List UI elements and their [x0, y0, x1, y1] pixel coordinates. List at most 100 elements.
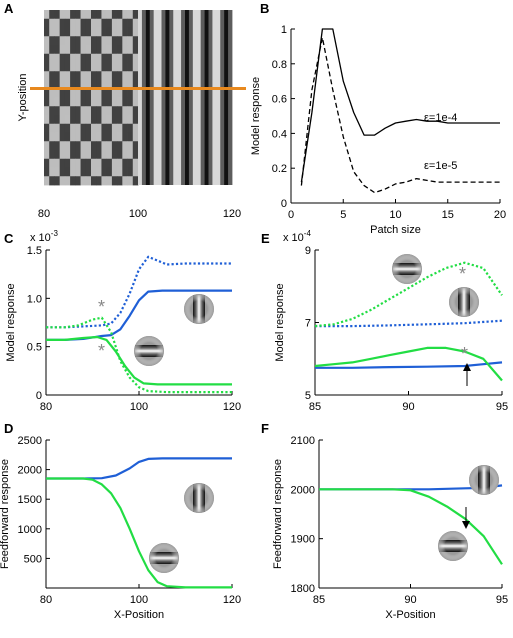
plaid-cell — [132, 132, 139, 142]
plaid-cell — [59, 27, 66, 37]
plaid-cell — [117, 158, 123, 168]
plaid-cell — [85, 141, 92, 151]
y-tick-label: 9 — [305, 245, 311, 257]
plaid-cell — [80, 80, 87, 90]
plaid-cell — [127, 158, 134, 168]
plaid-cell — [75, 36, 81, 46]
plaid-cell — [132, 45, 139, 55]
plaid-cell — [70, 45, 76, 55]
plaid-cell — [106, 150, 113, 160]
plaid-cell — [91, 18, 97, 28]
plaid-cell — [117, 53, 123, 63]
plaid-cell — [75, 97, 81, 107]
plaid-cell — [106, 97, 113, 107]
y-axis-label: Y-position — [17, 74, 29, 122]
plaid-cell — [96, 18, 102, 28]
plaid-cell — [122, 176, 128, 186]
plaid-cell — [91, 167, 97, 177]
plaid-cell — [44, 115, 50, 125]
plaid-cell — [80, 167, 87, 177]
series-line-blue-solid — [315, 361, 503, 369]
plaid-cell — [106, 18, 113, 28]
plaid-cell — [132, 10, 139, 20]
y-tick-label: 5 — [305, 390, 311, 402]
grating-stripe — [157, 10, 162, 185]
plaid-cell — [117, 115, 123, 125]
plaid-cell — [91, 115, 97, 125]
vertical-grating-patch-icon — [449, 287, 479, 317]
plaid-cell — [127, 115, 134, 125]
grating-stripe — [169, 10, 174, 185]
plaid-cell — [96, 97, 102, 107]
plaid-cell — [49, 141, 55, 151]
x-axis-label: X-Position — [114, 609, 164, 621]
plaid-cell — [117, 18, 123, 28]
x-tick-label: 120 — [223, 401, 241, 413]
plaid-cell — [59, 123, 66, 133]
plaid-cell — [111, 88, 118, 98]
plaid-cell — [127, 132, 134, 142]
arrow-e-head — [463, 363, 471, 371]
plaid-cell — [70, 10, 76, 20]
horizontal-grating-patch-icon — [149, 543, 179, 573]
plaid-cell — [91, 36, 97, 46]
y-tick-label: 0.2 — [272, 163, 287, 175]
plaid-cell — [122, 27, 128, 37]
plaid-cell — [64, 36, 71, 46]
x-tick-label: 120 — [223, 594, 241, 606]
plaid-cell — [75, 150, 81, 160]
plaid-cell — [75, 176, 81, 186]
grating-stripe — [204, 10, 209, 185]
asterisk-c-lower: * — [98, 341, 105, 361]
plaid-cell — [44, 150, 50, 160]
plaid-cell — [49, 158, 55, 168]
plaid-cell — [49, 88, 55, 98]
plaid-cell — [132, 123, 139, 133]
plaid-cell — [59, 132, 66, 142]
plaid-cell — [80, 97, 87, 107]
plaid-cell — [117, 88, 123, 98]
plaid-cell — [91, 158, 97, 168]
plaid-cell — [132, 53, 139, 63]
plaid-cell — [49, 80, 55, 90]
plaid-cell — [132, 36, 139, 46]
plaid-cell — [91, 176, 97, 186]
horizontal-grating-patch-icon — [392, 254, 422, 284]
plaid-cell — [80, 10, 87, 20]
plaid-cell — [132, 141, 139, 151]
plaid-cell — [59, 141, 66, 151]
plaid-cell — [132, 106, 139, 116]
series-line-black-solid — [300, 28, 500, 183]
plaid-cell — [44, 132, 50, 142]
plaid-cell — [132, 18, 139, 28]
plaid-cell — [117, 106, 123, 116]
plaid-cell — [64, 88, 71, 98]
grating-stripe — [208, 10, 213, 185]
plaid-cell — [117, 80, 123, 90]
panel-d-series — [46, 457, 232, 589]
plaid-cell — [122, 71, 128, 81]
panel-label-c: C — [4, 231, 14, 246]
plaid-cell — [96, 62, 102, 72]
plaid-cell — [64, 62, 71, 72]
y-tick-label: 0.8 — [272, 59, 287, 71]
plaid-cell — [96, 167, 102, 177]
plaid-cell — [91, 27, 97, 37]
plaid-cell — [111, 71, 118, 81]
vertical-grating-patch-icon — [469, 465, 499, 495]
plaid-cell — [85, 18, 92, 28]
plaid-cell — [122, 123, 128, 133]
plaid-cell — [85, 97, 92, 107]
y-axis-label: Model response — [5, 283, 17, 361]
plaid-cell — [127, 36, 134, 46]
plaid-cell — [101, 176, 108, 186]
plaid-cell — [106, 53, 113, 63]
plaid-cell — [59, 150, 66, 160]
plaid-cell — [91, 150, 97, 160]
plaid-cell — [80, 71, 87, 81]
plaid-cell — [101, 106, 108, 116]
plaid-cell — [101, 53, 108, 63]
plaid-cell — [127, 62, 134, 72]
plaid-cell — [122, 167, 128, 177]
plaid-cell — [49, 18, 55, 28]
